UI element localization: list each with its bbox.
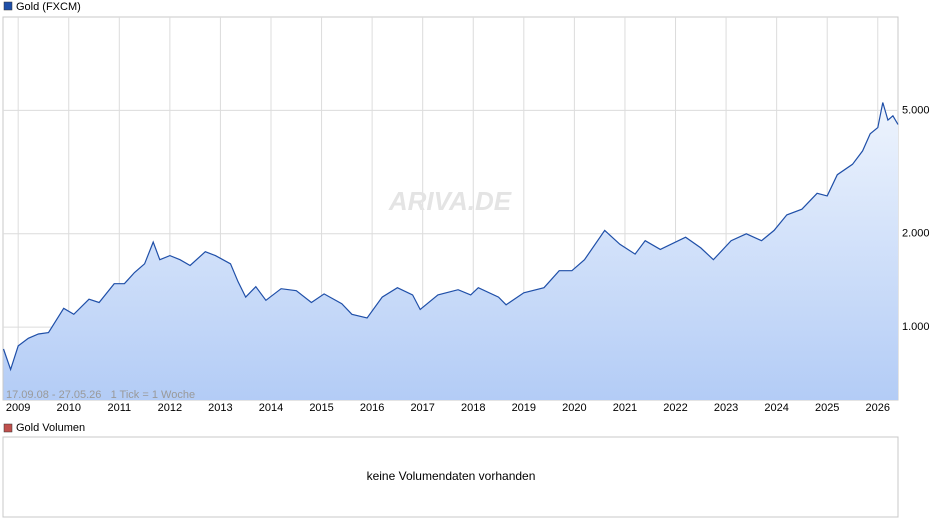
legend-label: Gold Volumen [16, 422, 85, 434]
price-line [2, 102, 899, 372]
x-tick-label: 2018 [461, 402, 485, 414]
x-tick-label: 2022 [663, 402, 687, 414]
volume-message: keine Volumendaten vorhanden [367, 469, 536, 483]
x-tick-label: 2021 [613, 402, 637, 414]
legend-swatch [3, 1, 13, 11]
x-tick-label: 2025 [815, 402, 839, 414]
x-tick-label: 2009 [6, 402, 30, 414]
y-tick-label: 1.000 [902, 321, 930, 333]
x-tick-label: 2023 [714, 402, 738, 414]
x-tick-label: 2010 [56, 402, 80, 414]
x-tick-label: 2015 [309, 402, 333, 414]
x-tick-label: 2012 [158, 402, 182, 414]
x-tick-label: 2011 [107, 402, 131, 414]
x-tick-label: 2016 [360, 402, 384, 414]
x-tick-label: 2013 [208, 402, 232, 414]
legend-label: Gold (FXCM) [16, 1, 81, 13]
watermark: ARIVA.DE [388, 186, 512, 216]
x-tick-label: 2024 [764, 402, 788, 414]
area-fill [3, 102, 898, 400]
legend-swatch [3, 423, 13, 433]
x-tick-label: 2019 [512, 402, 536, 414]
volume-frame [2, 436, 899, 518]
y-tick-label: 2.000 [902, 228, 930, 240]
x-tick-label: 2017 [410, 402, 434, 414]
x-tick-label: 2014 [259, 402, 283, 414]
range-note: 17.09.08 - 27.05.26 1 Tick = 1 Woche [6, 389, 195, 401]
y-tick-label: 5.000 [902, 104, 930, 116]
x-tick-label: 2020 [562, 402, 586, 414]
x-tick-label: 2026 [866, 402, 890, 414]
